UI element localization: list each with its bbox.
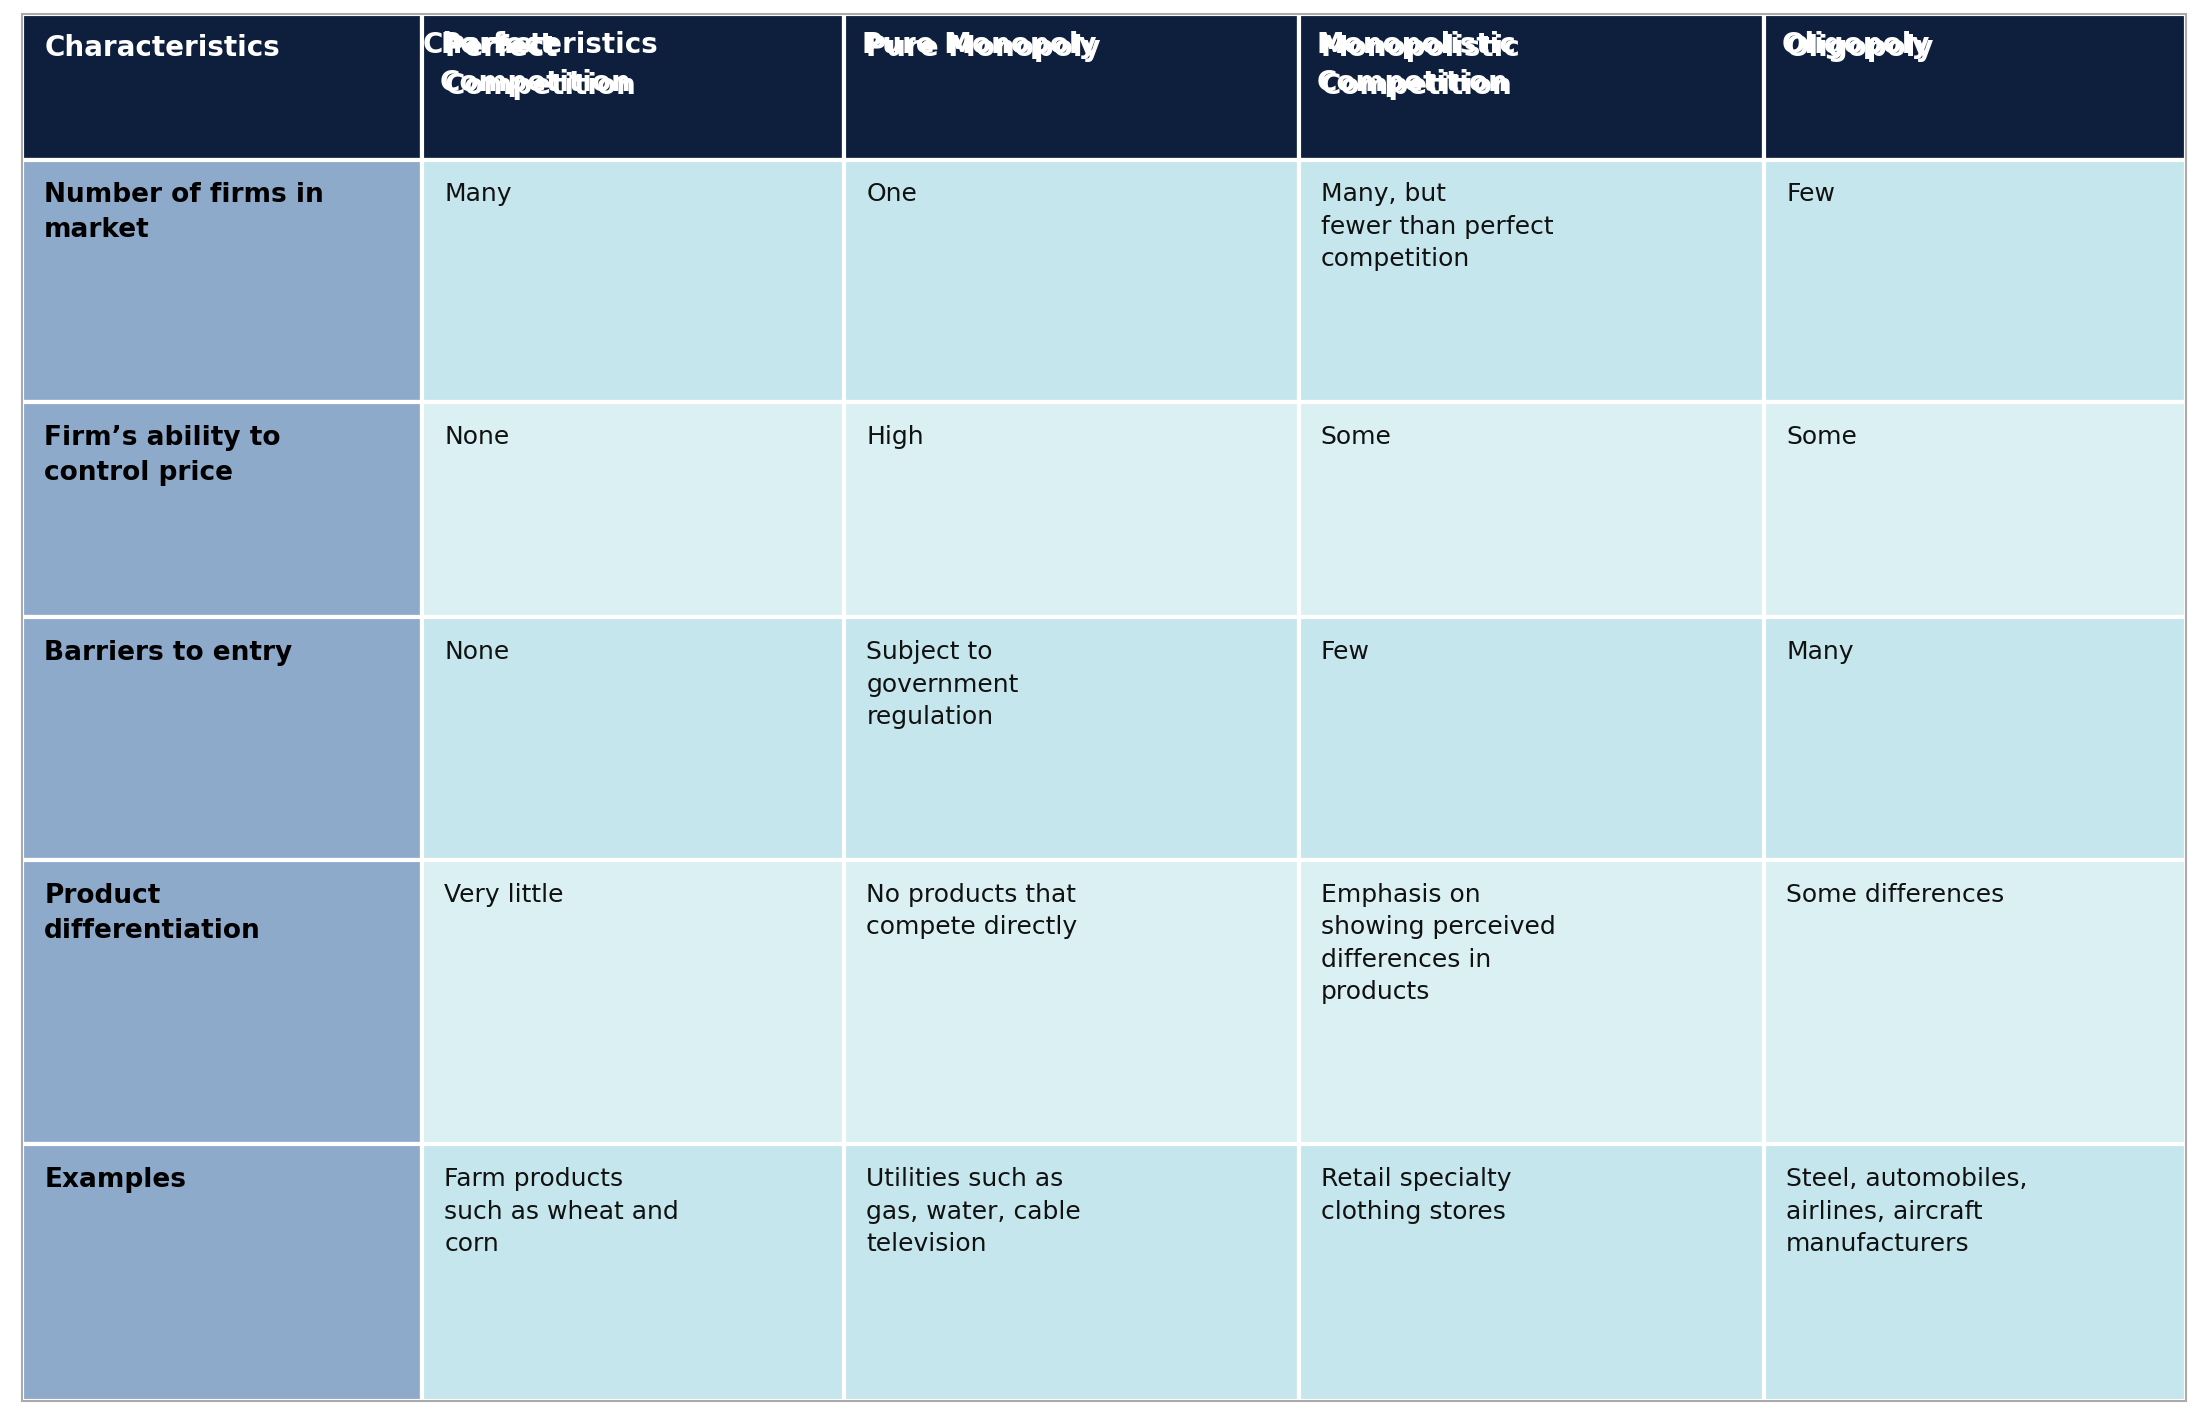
Text: Subject to
government
regulation: Subject to government regulation	[866, 640, 1018, 729]
Text: Pure Monopoly: Pure Monopoly	[866, 34, 1102, 62]
Text: Oligopoly: Oligopoly	[1786, 34, 1934, 62]
Text: Few: Few	[1786, 183, 1835, 207]
Text: Pure Monopoly: Pure Monopoly	[861, 31, 1097, 59]
Bar	[422, 617, 843, 860]
Bar	[422, 860, 843, 1145]
Text: Some differences: Some differences	[1786, 883, 2005, 907]
Bar	[843, 617, 1298, 860]
Text: Perfect
Competition: Perfect Competition	[444, 34, 636, 100]
Bar	[1298, 14, 1764, 160]
Bar	[422, 160, 843, 402]
Text: Characteristics: Characteristics	[422, 31, 658, 59]
Text: High: High	[866, 424, 923, 449]
Bar	[843, 14, 1298, 160]
Bar	[1764, 860, 2186, 1145]
Text: Very little: Very little	[444, 883, 563, 907]
Bar	[1764, 1145, 2186, 1401]
Bar	[1298, 402, 1764, 617]
Text: Oligopoly: Oligopoly	[1782, 31, 1930, 59]
Text: One: One	[866, 183, 916, 207]
Text: Many, but
fewer than perfect
competition: Many, but fewer than perfect competition	[1320, 183, 1554, 272]
Text: Characteristics: Characteristics	[44, 34, 280, 62]
Bar	[1764, 160, 2186, 402]
Text: Barriers to entry: Barriers to entry	[44, 640, 291, 666]
Bar	[1764, 14, 2186, 160]
Text: Many: Many	[1786, 640, 1853, 664]
Text: No products that
compete directly: No products that compete directly	[866, 883, 1078, 940]
Text: None: None	[444, 424, 510, 449]
Bar	[1298, 860, 1764, 1145]
Bar	[22, 860, 422, 1145]
Text: Some: Some	[1786, 424, 1857, 449]
Text: Monopolistic
Competition: Monopolistic Competition	[1320, 34, 1521, 100]
Bar	[1298, 14, 1764, 160]
Bar	[1764, 402, 2186, 617]
Text: Product
differentiation: Product differentiation	[44, 883, 261, 944]
Text: Emphasis on
showing perceived
differences in
products: Emphasis on showing perceived difference…	[1320, 883, 1557, 1005]
Text: Some: Some	[1320, 424, 1391, 449]
Bar	[422, 14, 843, 160]
Bar	[22, 14, 422, 160]
Bar	[22, 14, 422, 160]
Bar	[1298, 1145, 1764, 1401]
Text: Farm products
such as wheat and
corn: Farm products such as wheat and corn	[444, 1167, 680, 1257]
Text: None: None	[444, 640, 510, 664]
Text: Few: Few	[1320, 640, 1369, 664]
Bar	[843, 402, 1298, 617]
Bar	[1298, 617, 1764, 860]
Bar	[422, 14, 843, 160]
Bar	[22, 160, 422, 402]
Bar	[843, 1145, 1298, 1401]
Bar	[1298, 160, 1764, 402]
Text: Firm’s ability to
control price: Firm’s ability to control price	[44, 424, 280, 487]
Bar	[422, 1145, 843, 1401]
Bar	[22, 402, 422, 617]
Text: Monopolistic
Competition: Monopolistic Competition	[1316, 31, 1517, 98]
Bar	[843, 14, 1298, 160]
Bar	[22, 1145, 422, 1401]
Text: Number of firms in
market: Number of firms in market	[44, 183, 325, 243]
Bar	[422, 402, 843, 617]
Text: Steel, automobiles,
airlines, aircraft
manufacturers: Steel, automobiles, airlines, aircraft m…	[1786, 1167, 2027, 1257]
Bar	[22, 617, 422, 860]
Text: Utilities such as
gas, water, cable
television: Utilities such as gas, water, cable tele…	[866, 1167, 1082, 1257]
Bar	[1764, 617, 2186, 860]
Text: Perfect
Competition: Perfect Competition	[439, 31, 631, 98]
Text: Retail specialty
clothing stores: Retail specialty clothing stores	[1320, 1167, 1510, 1224]
Bar	[843, 860, 1298, 1145]
Text: Examples: Examples	[44, 1167, 185, 1193]
Bar	[1764, 14, 2186, 160]
Bar	[843, 160, 1298, 402]
Text: Many: Many	[444, 183, 512, 207]
